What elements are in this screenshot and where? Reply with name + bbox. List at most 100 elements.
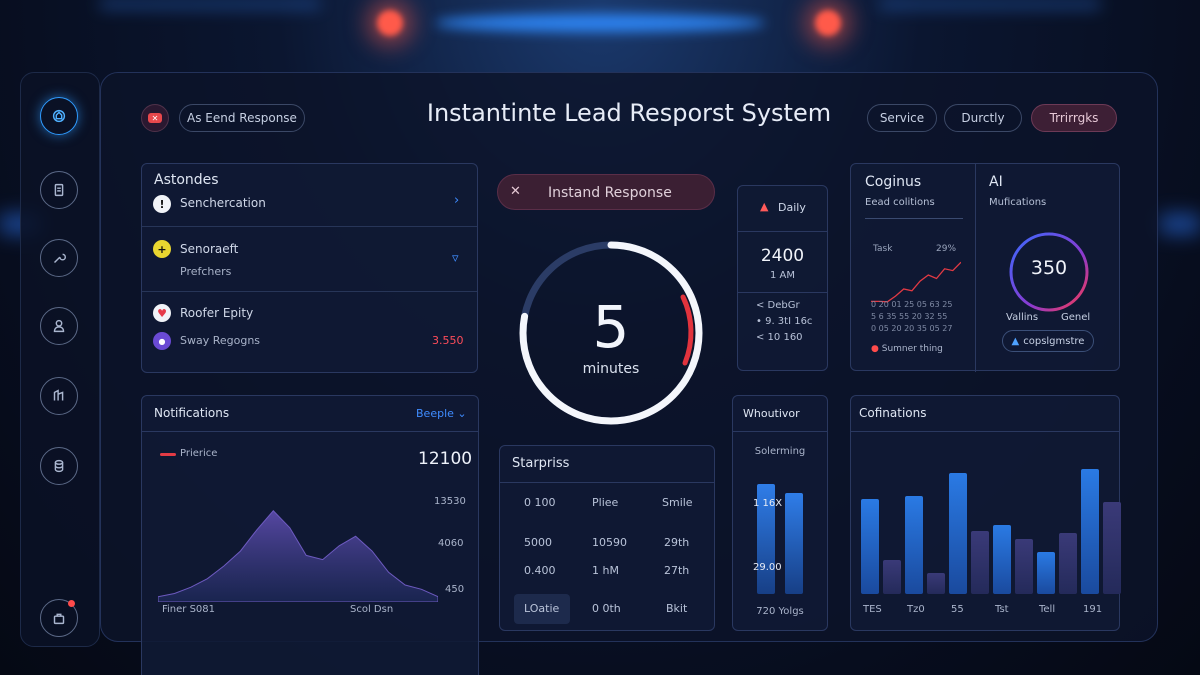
table-title: Starpriss	[512, 456, 570, 471]
instand-response-banner[interactable]: ✕ Instand Response	[497, 174, 715, 210]
background-glow	[1160, 215, 1200, 233]
astondes-row-label: Senchercation	[180, 196, 266, 210]
big-value: 12100	[418, 449, 473, 469]
chevron-down-icon[interactable]: ▿	[452, 251, 459, 266]
cofinations-panel: Cofinations TES Tz0 55 Tst Tell 191	[850, 395, 1121, 631]
ai-title: AI	[989, 174, 1003, 190]
list-item[interactable]: ♥ Roofer Epity ● Sway Regogns 3.550	[142, 291, 477, 373]
tab-trrirrgks[interactable]: Trrirrgks	[1031, 104, 1117, 132]
status-icon: ●	[153, 332, 171, 350]
briefcase-icon	[53, 613, 65, 625]
chart-label-right: 29%	[936, 244, 957, 254]
plus-icon: +	[153, 240, 171, 258]
starpriss-panel: Starpriss 0 100 Pliee Smile 5000 10590 2…	[499, 445, 715, 631]
sidebar	[20, 72, 100, 647]
table-cell: 27th	[664, 564, 690, 577]
whoutivor-header[interactable]	[733, 396, 827, 432]
area-series	[158, 510, 438, 602]
astondes-row-label: Roofer Epity	[180, 306, 254, 320]
table-row-highlight[interactable]	[514, 594, 570, 624]
ring-right-label: Genel	[1061, 312, 1091, 323]
table-cell: 10590	[592, 536, 627, 549]
daily-panel: ▲ Daily 2400 1 AM < DebGr • 9. 3tI 16c <…	[737, 185, 828, 371]
bar	[993, 525, 1011, 594]
x-tick-label: Finer S081	[162, 604, 216, 615]
grid-numbers: 5 6 35 55 20 32 55	[871, 312, 948, 321]
bar	[949, 472, 967, 594]
bar-label: 1 16X	[753, 498, 783, 509]
ai-sub: Mufications	[989, 197, 1047, 208]
sidebar-item-files[interactable]	[40, 377, 78, 415]
chevron-right-icon[interactable]: ›	[454, 193, 460, 208]
astondes-title: Astondes	[154, 172, 219, 188]
logo-icon: ✕	[148, 113, 162, 123]
list-item[interactable]: + Senoraeft Prefchers ▿	[142, 226, 477, 291]
timer-progress	[519, 241, 703, 425]
timer-value: 5	[592, 293, 630, 361]
whoutivor-footer: 720 Yolgs	[756, 606, 804, 617]
tab-service[interactable]: Service	[867, 104, 937, 132]
bar	[785, 492, 803, 594]
user-icon	[53, 319, 65, 333]
table-cell: Smile	[662, 496, 693, 509]
daily-value: 2400	[760, 246, 805, 266]
y-tick-label: 4060	[438, 538, 464, 549]
home-icon	[52, 109, 66, 123]
notifications-header	[142, 396, 478, 432]
sidebar-item-home[interactable]	[40, 97, 78, 135]
daily-line: • 9. 3tI 16c	[756, 316, 813, 327]
ring-arc	[1009, 232, 1089, 312]
document-icon	[54, 183, 64, 197]
astondes-row-sub: Sway Regogns	[180, 334, 261, 347]
bar-label: 29.00	[753, 562, 782, 573]
divider	[975, 164, 976, 372]
sidebar-item-tools[interactable]	[40, 239, 78, 277]
daily-line: < 10 160	[756, 332, 803, 343]
table-cell: 1 hM	[592, 564, 619, 577]
close-icon[interactable]: ✕	[510, 184, 521, 199]
table-cell: LOatie	[524, 602, 560, 615]
notifications-title: Notifications	[154, 406, 230, 420]
timer-ring: 5 minutes	[513, 235, 709, 431]
database-icon	[54, 459, 64, 473]
sidebar-item-database[interactable]	[40, 447, 78, 485]
daily-label: Daily	[778, 201, 806, 214]
chart-note: ● Sumner thing	[871, 344, 943, 354]
line-series	[871, 261, 961, 303]
chart-note-text: Sumner thing	[881, 344, 943, 354]
astondes-panel: Astondes ! Senchercation › + Senoraeft P…	[141, 163, 478, 373]
table-cell: 29th	[664, 536, 690, 549]
background-glow	[435, 14, 765, 32]
instand-response-label: Instand Response	[548, 185, 672, 201]
ring-action-button[interactable]: ▲ copslgmstre	[1002, 330, 1094, 352]
timer-alert-arc	[680, 294, 694, 366]
tab-durctly[interactable]: Durctly	[944, 104, 1022, 132]
x-tick-label: Tst	[995, 604, 1009, 615]
astondes-row-label: Senoraeft	[180, 242, 239, 256]
x-tick-label: 55	[951, 604, 964, 615]
notification-dot	[68, 600, 75, 607]
folder-icon	[53, 389, 64, 401]
app-logo[interactable]: ✕	[141, 104, 169, 132]
chart-label-left: Task	[873, 244, 893, 254]
bar	[757, 483, 775, 594]
sidebar-item-briefcase[interactable]	[40, 599, 78, 637]
daily-header[interactable]: ▲ Daily	[738, 186, 827, 232]
notifications-dropdown[interactable]: Beeple ⌄	[416, 407, 467, 420]
wrench-icon	[53, 253, 66, 264]
x-tick-label: 191	[1083, 604, 1103, 615]
cofinations-header	[851, 396, 1119, 432]
ring-left-label: Vallins	[1006, 312, 1039, 323]
sidebar-item-documents[interactable]	[40, 171, 78, 209]
tab-as-eend-response[interactable]: As Eend Response	[179, 104, 305, 132]
ring-action-label: copslgmstre	[1023, 335, 1085, 347]
timer-unit: minutes	[582, 361, 640, 377]
bar	[1015, 538, 1033, 594]
daily-line: < DebGr	[756, 300, 800, 311]
daily-time: 1 AM	[769, 270, 795, 281]
x-tick-label: TES	[863, 604, 882, 615]
thumb-icon: ▲	[1011, 335, 1020, 347]
x-tick-label: Scol Dsn	[350, 604, 394, 615]
area-chart	[158, 510, 438, 602]
sidebar-item-user[interactable]	[40, 307, 78, 345]
